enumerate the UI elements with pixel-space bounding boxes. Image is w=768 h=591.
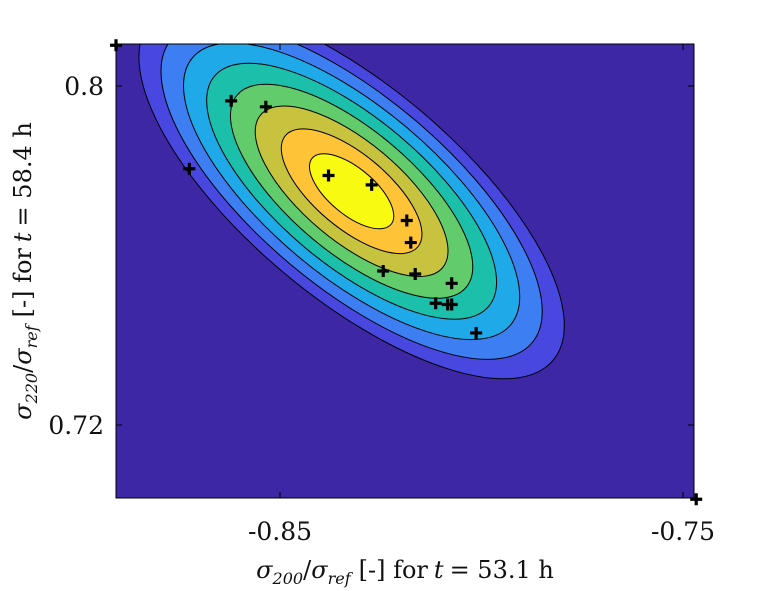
contour-level-8 bbox=[308, 153, 395, 230]
data-point-marker bbox=[409, 267, 422, 280]
data-point-marker bbox=[322, 169, 335, 182]
y-label-sub-den: ref bbox=[22, 322, 41, 348]
data-point-marker bbox=[183, 162, 196, 175]
y-label-var: t bbox=[9, 232, 37, 242]
x-tick-label: -0.85 bbox=[248, 517, 312, 546]
data-point-marker bbox=[470, 326, 483, 339]
data-markers bbox=[110, 39, 703, 506]
y-label-symbol-2: σ bbox=[9, 348, 37, 365]
y-label-sub-num: 220 bbox=[22, 373, 41, 405]
y-label-slash: / bbox=[9, 364, 37, 373]
data-point-marker bbox=[365, 178, 378, 191]
y-tick-label: 0.72 bbox=[48, 411, 104, 440]
x-axis-label: σ200/σref [-] for t = 53.1 h bbox=[256, 556, 554, 588]
y-label-symbol: σ bbox=[9, 403, 37, 420]
plot-frame bbox=[115, 43, 695, 499]
x-label-sub-den: ref bbox=[328, 569, 354, 588]
data-point-marker bbox=[259, 100, 272, 113]
x-label-eq: = 53.1 h bbox=[450, 556, 554, 584]
data-point-marker bbox=[441, 298, 454, 311]
data-point-marker bbox=[377, 265, 390, 277]
data-point-marker bbox=[404, 236, 417, 249]
x-label-var: t bbox=[434, 556, 444, 584]
data-point-marker bbox=[225, 94, 238, 107]
x-tick-label: -0.75 bbox=[651, 517, 715, 546]
y-label-eq: = 58.4 h bbox=[9, 122, 37, 226]
x-label-symbol-2: σ bbox=[311, 556, 328, 584]
data-point-marker bbox=[690, 493, 703, 506]
x-axis: -0.85 -0.75 bbox=[248, 44, 715, 546]
y-tick-label: 0.8 bbox=[64, 72, 104, 101]
data-point-marker bbox=[110, 39, 122, 52]
data-point-marker bbox=[445, 277, 458, 290]
x-label-slash: / bbox=[303, 556, 312, 584]
data-point-marker bbox=[429, 297, 442, 310]
y-label-unit: [-] for bbox=[9, 248, 37, 318]
y-axis-label: σ220/σref[-] fort= 58.4 h bbox=[9, 122, 41, 420]
x-label-symbol: σ bbox=[256, 556, 273, 584]
data-point-marker bbox=[400, 214, 413, 227]
x-label-unit: [-] for bbox=[359, 556, 429, 584]
y-axis: 0.8 0.72 bbox=[48, 72, 694, 440]
x-label-sub-num: 200 bbox=[272, 569, 304, 588]
